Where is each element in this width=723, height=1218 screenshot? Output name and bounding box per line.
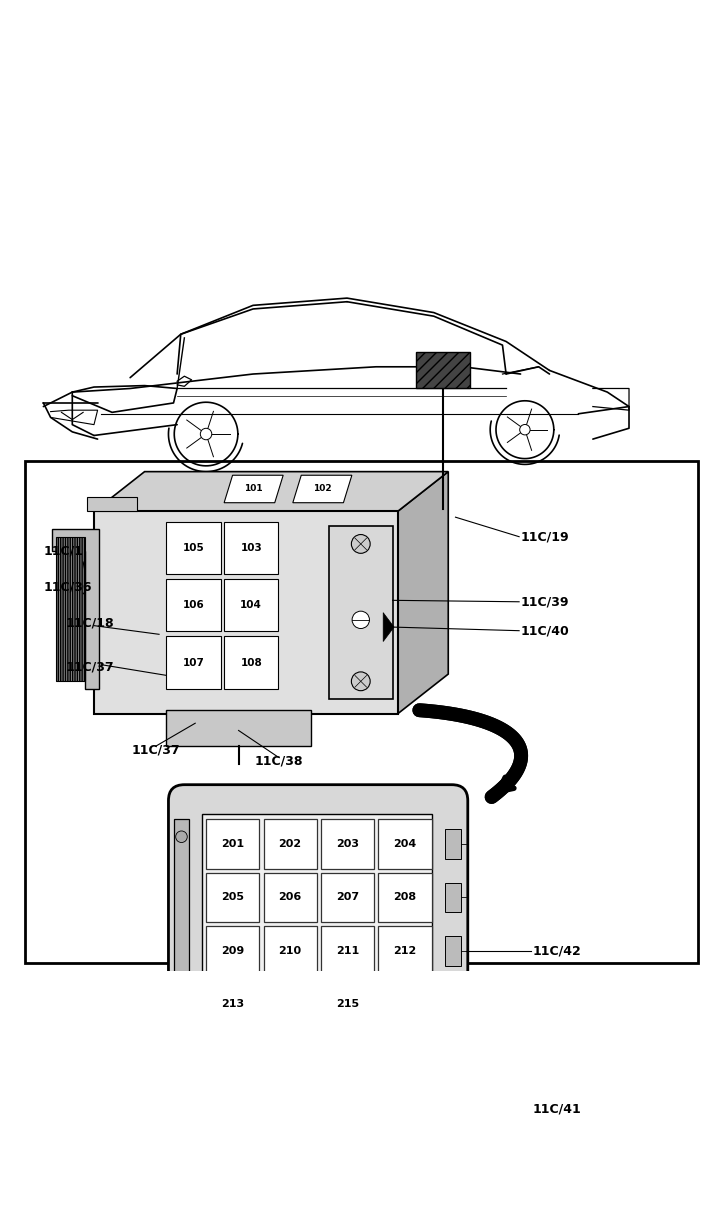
Text: 107: 107	[182, 658, 205, 667]
Text: 11C/19: 11C/19	[521, 530, 569, 543]
Bar	[25, 460, 698, 963]
Text: 11C/42: 11C/42	[533, 944, 581, 957]
Bar	[379, 873, 432, 922]
Bar	[321, 927, 375, 976]
Circle shape	[374, 1085, 385, 1097]
Text: 208: 208	[393, 893, 416, 903]
Bar	[166, 710, 311, 747]
FancyBboxPatch shape	[168, 784, 468, 1099]
Bar	[321, 873, 375, 922]
Text: 207: 207	[336, 893, 359, 903]
Text: 205: 205	[221, 893, 244, 903]
Bar	[206, 980, 260, 1029]
Text: 215: 215	[336, 1000, 359, 1010]
Text: 11C/37: 11C/37	[131, 743, 180, 756]
Bar	[416, 352, 470, 389]
Text: 11C/40: 11C/40	[521, 624, 569, 637]
Bar	[321, 980, 375, 1029]
Bar	[379, 820, 432, 868]
Text: 213: 213	[221, 1000, 244, 1010]
Text: 201: 201	[221, 839, 244, 849]
Polygon shape	[224, 475, 283, 503]
Circle shape	[351, 535, 370, 553]
Text: 209: 209	[221, 946, 244, 956]
Bar	[264, 927, 317, 976]
Bar	[56, 537, 85, 681]
Text: 102: 102	[313, 485, 332, 493]
Circle shape	[311, 1085, 322, 1097]
Text: 202: 202	[278, 839, 301, 849]
Text: 210: 210	[278, 946, 301, 956]
Text: 212: 212	[393, 946, 416, 956]
Polygon shape	[87, 497, 137, 512]
Bar	[174, 818, 189, 1054]
Bar	[206, 820, 260, 868]
Circle shape	[351, 672, 370, 691]
Polygon shape	[52, 530, 99, 688]
Text: 11C/41: 11C/41	[533, 1102, 581, 1116]
Text: 11C/1: 11C/1	[43, 544, 83, 558]
Bar	[264, 873, 317, 922]
Bar	[224, 523, 278, 575]
Text: 11C/18: 11C/18	[65, 618, 114, 630]
Circle shape	[520, 425, 530, 435]
Bar	[264, 820, 317, 868]
Text: 203: 203	[336, 839, 359, 849]
Text: 11C/38: 11C/38	[254, 754, 303, 767]
Bar	[329, 526, 393, 699]
Circle shape	[247, 1085, 259, 1097]
Bar	[445, 990, 461, 1019]
Bar	[445, 829, 461, 859]
Text: 211: 211	[336, 946, 359, 956]
Circle shape	[176, 831, 187, 843]
Text: 101: 101	[244, 485, 263, 493]
Bar	[206, 927, 260, 976]
Text: 108: 108	[240, 658, 262, 667]
Bar	[202, 814, 432, 1049]
Bar	[224, 580, 278, 631]
Bar	[445, 937, 461, 966]
Bar	[166, 523, 221, 575]
Text: 206: 206	[278, 893, 301, 903]
Bar	[202, 1074, 430, 1108]
Bar	[206, 873, 260, 922]
Bar	[166, 580, 221, 631]
Text: 11C/39: 11C/39	[521, 596, 569, 608]
Bar	[224, 637, 278, 688]
Text: 11C/37: 11C/37	[65, 660, 114, 674]
Text: 105: 105	[182, 543, 205, 553]
Bar	[166, 637, 221, 688]
Text: 204: 204	[393, 839, 416, 849]
Bar	[94, 512, 398, 714]
Text: 103: 103	[240, 543, 262, 553]
Bar	[379, 927, 432, 976]
Bar	[321, 820, 375, 868]
Circle shape	[352, 611, 369, 628]
Polygon shape	[293, 475, 352, 503]
Polygon shape	[383, 613, 394, 642]
Polygon shape	[94, 471, 448, 512]
Text: 106: 106	[182, 600, 205, 610]
Text: 11C/36: 11C/36	[43, 581, 92, 594]
Text: 104: 104	[240, 600, 262, 610]
Circle shape	[200, 429, 212, 440]
Bar	[445, 883, 461, 912]
Polygon shape	[398, 471, 448, 714]
